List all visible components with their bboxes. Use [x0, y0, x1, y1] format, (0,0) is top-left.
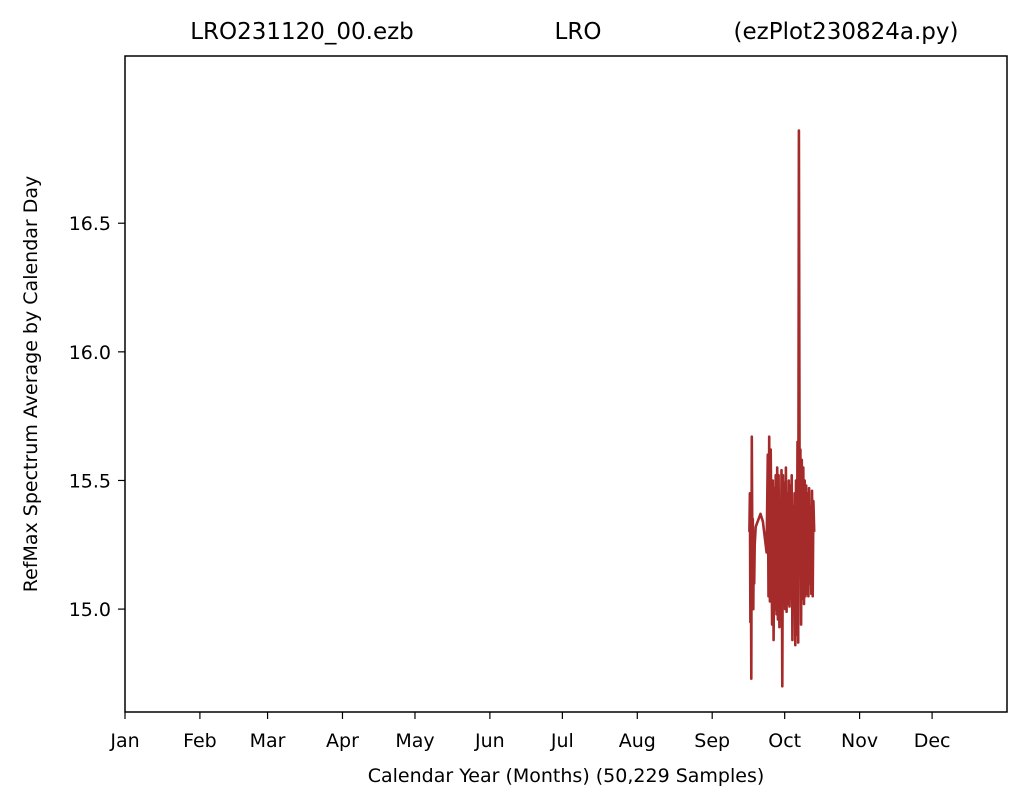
y-tick-label: 16.0	[69, 342, 111, 364]
x-axis: Jan Feb Mar Apr May Jun Jul Aug Sep Oct Nov Dec	[109, 712, 950, 752]
x-tick-label: Sep	[694, 730, 730, 752]
x-tick-label: Dec	[914, 730, 951, 752]
x-tick-label: Nov	[841, 730, 878, 752]
x-tick-label: Oct	[768, 730, 801, 752]
x-tick-label: Apr	[326, 730, 359, 752]
chart-title-left: LRO231120_00.ezb	[190, 19, 414, 45]
x-tick-label: May	[395, 730, 434, 752]
y-tick-label: 15.0	[69, 599, 111, 621]
y-tick-label: 15.5	[69, 470, 111, 492]
plot-area	[124, 55, 1008, 713]
x-tick-label: Jun	[474, 730, 505, 752]
x-axis-label: Calendar Year (Months) (50,229 Samples)	[368, 765, 765, 787]
chart-title-right: (ezPlot230824a.py)	[734, 19, 959, 45]
x-tick-label: Aug	[619, 730, 656, 752]
series-layer	[748, 129, 816, 688]
plot-frame	[124, 55, 1008, 713]
y-axis: 15.0 15.5 16.0 16.5	[69, 213, 125, 621]
x-tick-label: Mar	[250, 730, 286, 752]
x-tick-label: Feb	[183, 730, 217, 752]
y-axis-label: RefMax Spectrum Average by Calendar Day	[20, 176, 42, 593]
y-tick-label: 16.5	[69, 213, 111, 235]
series-line	[748, 129, 816, 688]
x-tick-label: Jul	[550, 730, 574, 752]
x-tick-label: Jan	[109, 730, 139, 752]
chart-title-center: LRO	[555, 19, 602, 45]
